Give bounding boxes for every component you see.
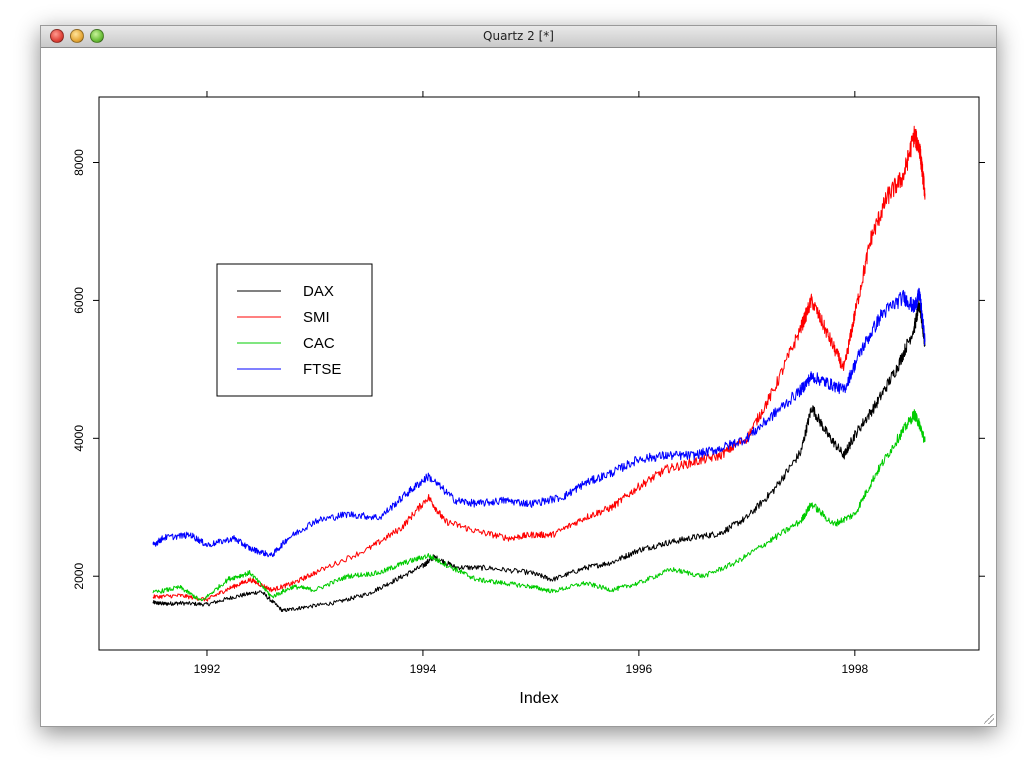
legend-box (216, 263, 373, 397)
x-tick-label: 1994 (410, 662, 437, 676)
resize-grip-icon[interactable] (984, 714, 994, 724)
x-tick-label: 1992 (194, 662, 221, 676)
x-axis: 1992 1994 1996 1998 (194, 91, 868, 676)
legend: DAX SMI CAC FTSE (216, 263, 373, 397)
window-title: Quartz 2 [*] (483, 29, 554, 43)
legend-label-dax: DAX (303, 283, 334, 300)
series-line-smi (152, 125, 926, 602)
line-chart: 1992 1994 1996 1998 2000 4000 6000 8000 DAX SMI… (72, 91, 985, 707)
chart-window: Quartz 2 [*] 1992 1994 1996 1998 2000 4000 60… (40, 25, 997, 727)
minimize-window-icon[interactable] (70, 29, 84, 43)
x-tick-label: 1996 (626, 662, 653, 676)
legend-label-cac: CAC (303, 335, 335, 352)
zoom-window-icon[interactable] (90, 29, 104, 43)
legend-label-ftse: FTSE (303, 361, 341, 378)
series-line-dax (152, 299, 926, 612)
legend-label-smi: SMI (303, 309, 330, 326)
y-tick-label: 4000 (72, 425, 86, 452)
y-tick-label: 8000 (72, 149, 86, 176)
series-line-ftse (152, 287, 926, 558)
plot-frame (98, 96, 980, 651)
x-tick-label: 1998 (841, 662, 868, 676)
x-axis-label: Index (519, 690, 558, 707)
series-line-cac (152, 409, 926, 602)
title-bar[interactable]: Quartz 2 [*] (41, 26, 996, 48)
y-tick-label: 2000 (72, 563, 86, 590)
series-layer (152, 125, 926, 612)
close-window-icon[interactable] (50, 29, 64, 43)
y-axis: 2000 4000 6000 8000 (72, 149, 985, 590)
y-tick-label: 6000 (72, 287, 86, 314)
